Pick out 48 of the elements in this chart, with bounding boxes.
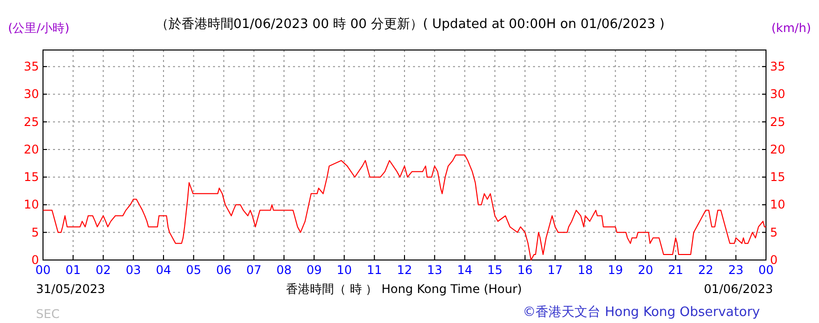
x-tick-label: 05 [186,263,202,277]
y2-tick-label: 5 [770,225,778,240]
y2-tick-label: 25 [770,114,786,129]
x-tick-label: 06 [216,263,232,277]
x-tick-label: 00 [35,263,51,277]
text: 01/06/2023 [704,282,773,296]
x-tick-label: 04 [156,263,172,277]
x-tick-label: 16 [517,263,533,277]
x-tick-label: 15 [487,263,503,277]
x-tick-label: 13 [426,263,442,277]
x-tick-label: 23 [728,263,744,277]
x-tick-label: 19 [608,263,624,277]
y-tick-label: 10 [24,198,39,212]
x-tick-label: 03 [126,263,142,277]
y-tick-label: 5 [31,225,39,240]
y-tick-label: 30 [24,87,39,102]
y-tick-label: 35 [24,60,39,74]
x-tick-label: 10 [336,263,352,277]
x-axis-title: 香港時間（ 時 ） Hong Kong Time (Hour) [286,282,522,296]
x-tick-label: 02 [96,263,111,277]
text: SEC [36,307,60,321]
x-tick-label: 12 [396,263,412,277]
y2-tick-label: 10 [770,198,786,212]
x-tick-label: 11 [366,263,382,277]
y-tick-label: 25 [24,114,39,129]
y-tick-label: 20 [24,142,39,156]
chart-title: （於香港時間01/06/2023 00 時 00 分更新）( Updated at 00:00H on 01/06/2023 ) [155,17,665,32]
x-tick-label: 21 [668,263,684,277]
text: ©香港天文台 Hong Kong Observatory [522,305,760,320]
x-tick-label: 17 [547,263,563,277]
y-tick-label: 15 [24,170,39,184]
x-tick-label: 14 [457,263,472,277]
x-tick-label: 08 [276,263,292,277]
x-tick-label: 00 [758,263,774,277]
y-axis-title: (公里/小時) [8,21,70,35]
x-tick-label: 18 [578,263,593,277]
line-series [42,154,766,260]
y2-tick-label: 30 [770,87,786,102]
x-tick-label: 22 [698,263,714,277]
y2-axis-title: (km/h) [771,21,811,35]
y2-tick-label: 20 [770,142,786,156]
x-tick-label: 09 [306,263,322,277]
y2-tick-label: 35 [770,60,786,74]
y2-tick-label: 15 [770,170,786,184]
text: 31/05/2023 [36,282,106,296]
x-tick-label: 07 [246,263,262,277]
x-tick-label: 20 [638,263,654,277]
x-tick-label: 01 [65,263,81,277]
